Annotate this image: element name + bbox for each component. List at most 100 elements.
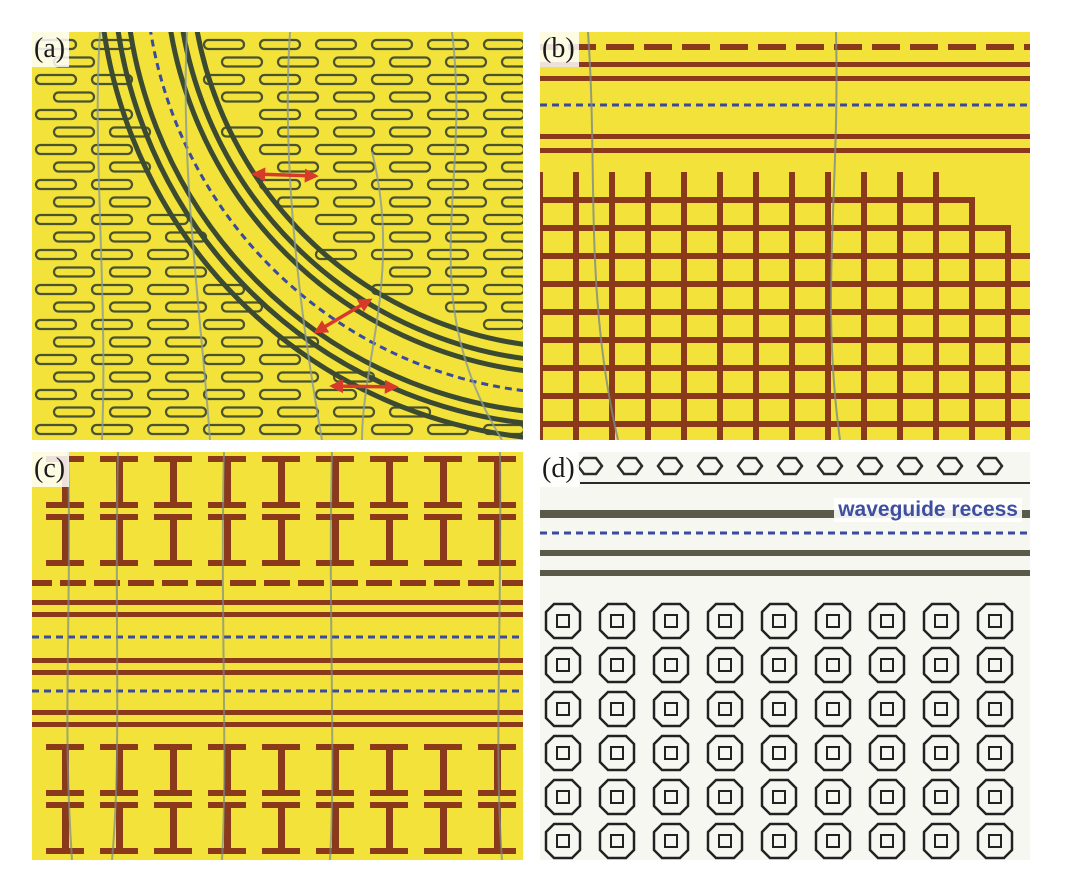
unit-cell-core xyxy=(934,614,948,628)
ibeam-bottom xyxy=(46,790,84,796)
rail xyxy=(540,550,1030,556)
dash xyxy=(400,580,426,586)
slot xyxy=(314,423,358,436)
waveguide-rails xyxy=(540,510,1030,576)
slot xyxy=(444,266,488,278)
slot xyxy=(220,406,264,418)
unit-cell-core xyxy=(880,746,894,760)
slot-array xyxy=(34,38,523,436)
stitch-seams xyxy=(66,452,503,860)
unit-cell xyxy=(868,690,906,728)
slot xyxy=(388,266,432,278)
ibeam-bottom xyxy=(370,560,408,566)
slot xyxy=(332,126,376,138)
ibeam-web xyxy=(386,802,393,854)
slot xyxy=(500,91,523,103)
slot xyxy=(276,336,320,348)
slot xyxy=(90,178,134,191)
seam-line xyxy=(587,32,619,440)
unit-cell-core xyxy=(556,746,570,760)
dash xyxy=(872,44,900,50)
stitch-seams xyxy=(96,32,503,440)
ibeam-bottom xyxy=(424,502,462,508)
slot xyxy=(90,143,134,156)
dash xyxy=(948,44,976,50)
slot xyxy=(258,388,302,401)
dash xyxy=(910,44,938,50)
rail xyxy=(540,148,1030,153)
ibeam-bottom xyxy=(424,560,462,566)
ibeam-web xyxy=(440,802,447,854)
slot xyxy=(108,336,152,348)
unit-cell-core xyxy=(826,614,840,628)
ibeam-bottom xyxy=(316,790,354,796)
unit-cell-core xyxy=(772,658,786,672)
slot xyxy=(52,266,96,278)
slot xyxy=(90,423,134,436)
ibeam-web xyxy=(170,456,177,508)
unit-cell-core xyxy=(826,702,840,716)
dash xyxy=(568,44,596,50)
slot xyxy=(34,73,78,86)
dash xyxy=(502,580,523,586)
slot xyxy=(444,231,488,243)
unit-cell xyxy=(598,690,636,728)
slot xyxy=(426,213,470,226)
seam-line xyxy=(329,452,334,860)
slot xyxy=(500,196,523,208)
panel-b-label: (b) xyxy=(540,32,579,67)
cell xyxy=(976,456,1004,476)
slot xyxy=(220,56,264,68)
ibeam-web xyxy=(278,456,285,508)
ibeam-bottom xyxy=(262,848,300,854)
unit-cell xyxy=(868,822,906,860)
slot xyxy=(52,371,96,383)
unit-cell xyxy=(868,602,906,640)
slot xyxy=(482,38,523,51)
panel-a: (a) xyxy=(32,32,523,440)
cell xyxy=(656,456,684,476)
panel-c: (c) xyxy=(32,452,523,860)
ibeam-web xyxy=(224,802,231,854)
unit-cell xyxy=(976,734,1014,772)
slot xyxy=(388,161,432,173)
unit-cell-core xyxy=(718,834,732,848)
slot xyxy=(276,126,320,138)
seam-line xyxy=(184,32,211,440)
slot xyxy=(90,318,134,331)
slot xyxy=(276,371,320,383)
unit-cell xyxy=(706,602,744,640)
ibeam-web xyxy=(332,802,339,854)
seam-line xyxy=(449,32,503,440)
ibeam-web xyxy=(224,514,231,566)
slot xyxy=(258,353,302,366)
slot xyxy=(34,388,78,401)
dash xyxy=(468,580,494,586)
slot xyxy=(34,353,78,366)
slot xyxy=(108,406,152,418)
unit-cell-core xyxy=(664,834,678,848)
unit-cell xyxy=(652,602,690,640)
polarization-arrows xyxy=(251,167,399,394)
unit-cell xyxy=(544,646,582,684)
panel-c-label: (c) xyxy=(32,452,70,487)
dash xyxy=(796,44,824,50)
slot xyxy=(332,161,376,173)
slot xyxy=(444,161,488,173)
unit-cell-core xyxy=(556,702,570,716)
slot xyxy=(332,196,376,208)
slot xyxy=(500,301,523,313)
slot xyxy=(500,56,523,68)
rail xyxy=(540,510,1030,518)
substrate xyxy=(32,452,523,860)
slot xyxy=(34,248,78,261)
slot xyxy=(276,91,320,103)
unit-cell-core xyxy=(880,614,894,628)
slot xyxy=(426,143,470,156)
unit-cell xyxy=(760,646,798,684)
slot xyxy=(52,301,96,313)
unit-cell xyxy=(706,822,744,860)
slot xyxy=(500,161,523,173)
slot xyxy=(146,283,190,296)
ibeam-web xyxy=(224,744,231,796)
